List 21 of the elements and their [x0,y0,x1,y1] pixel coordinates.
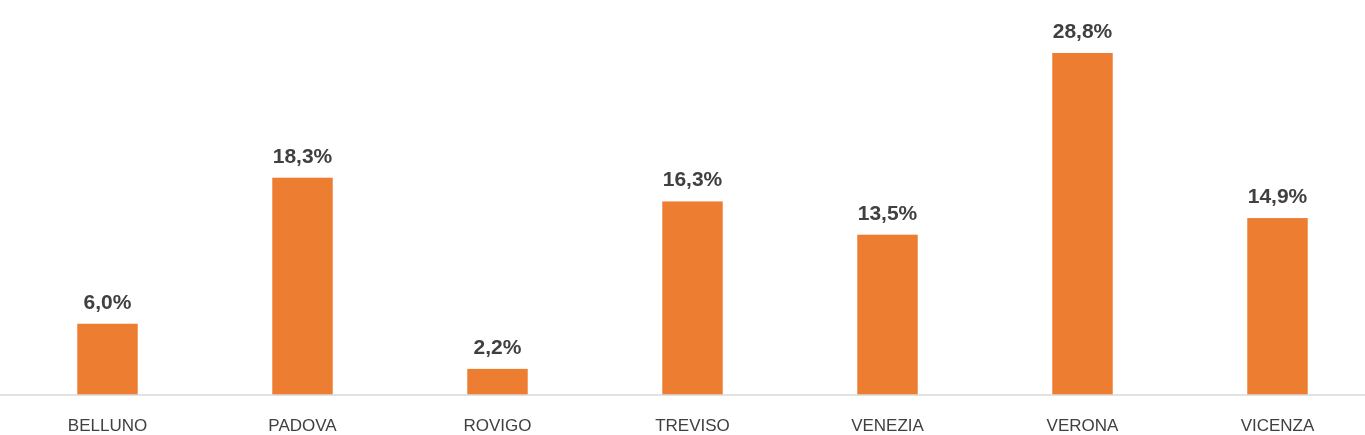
x-tick-label: PADOVA [268,416,338,435]
data-label: 6,0% [83,289,132,313]
x-tick-label: TREVISO [655,416,730,435]
x-tick-label: VICENZA [1240,416,1315,435]
x-tick-label: VENEZIA [851,416,925,435]
x-tick-label: VERONA [1046,416,1120,435]
data-label: 16,3% [662,167,723,191]
data-label: 2,2% [473,334,522,358]
bar [1052,53,1113,395]
bar [272,177,333,395]
bar [77,323,138,395]
data-label: 14,9% [1247,184,1308,208]
bar [662,201,723,395]
data-label: 18,3% [272,143,333,167]
x-tick-label: BELLUNO [67,416,148,435]
bar [1247,218,1308,395]
data-label: 13,5% [857,200,918,224]
data-label: 28,8% [1052,19,1113,42]
bar [467,368,528,395]
bar [857,234,918,395]
x-tick-label: ROVIGO [463,416,532,435]
